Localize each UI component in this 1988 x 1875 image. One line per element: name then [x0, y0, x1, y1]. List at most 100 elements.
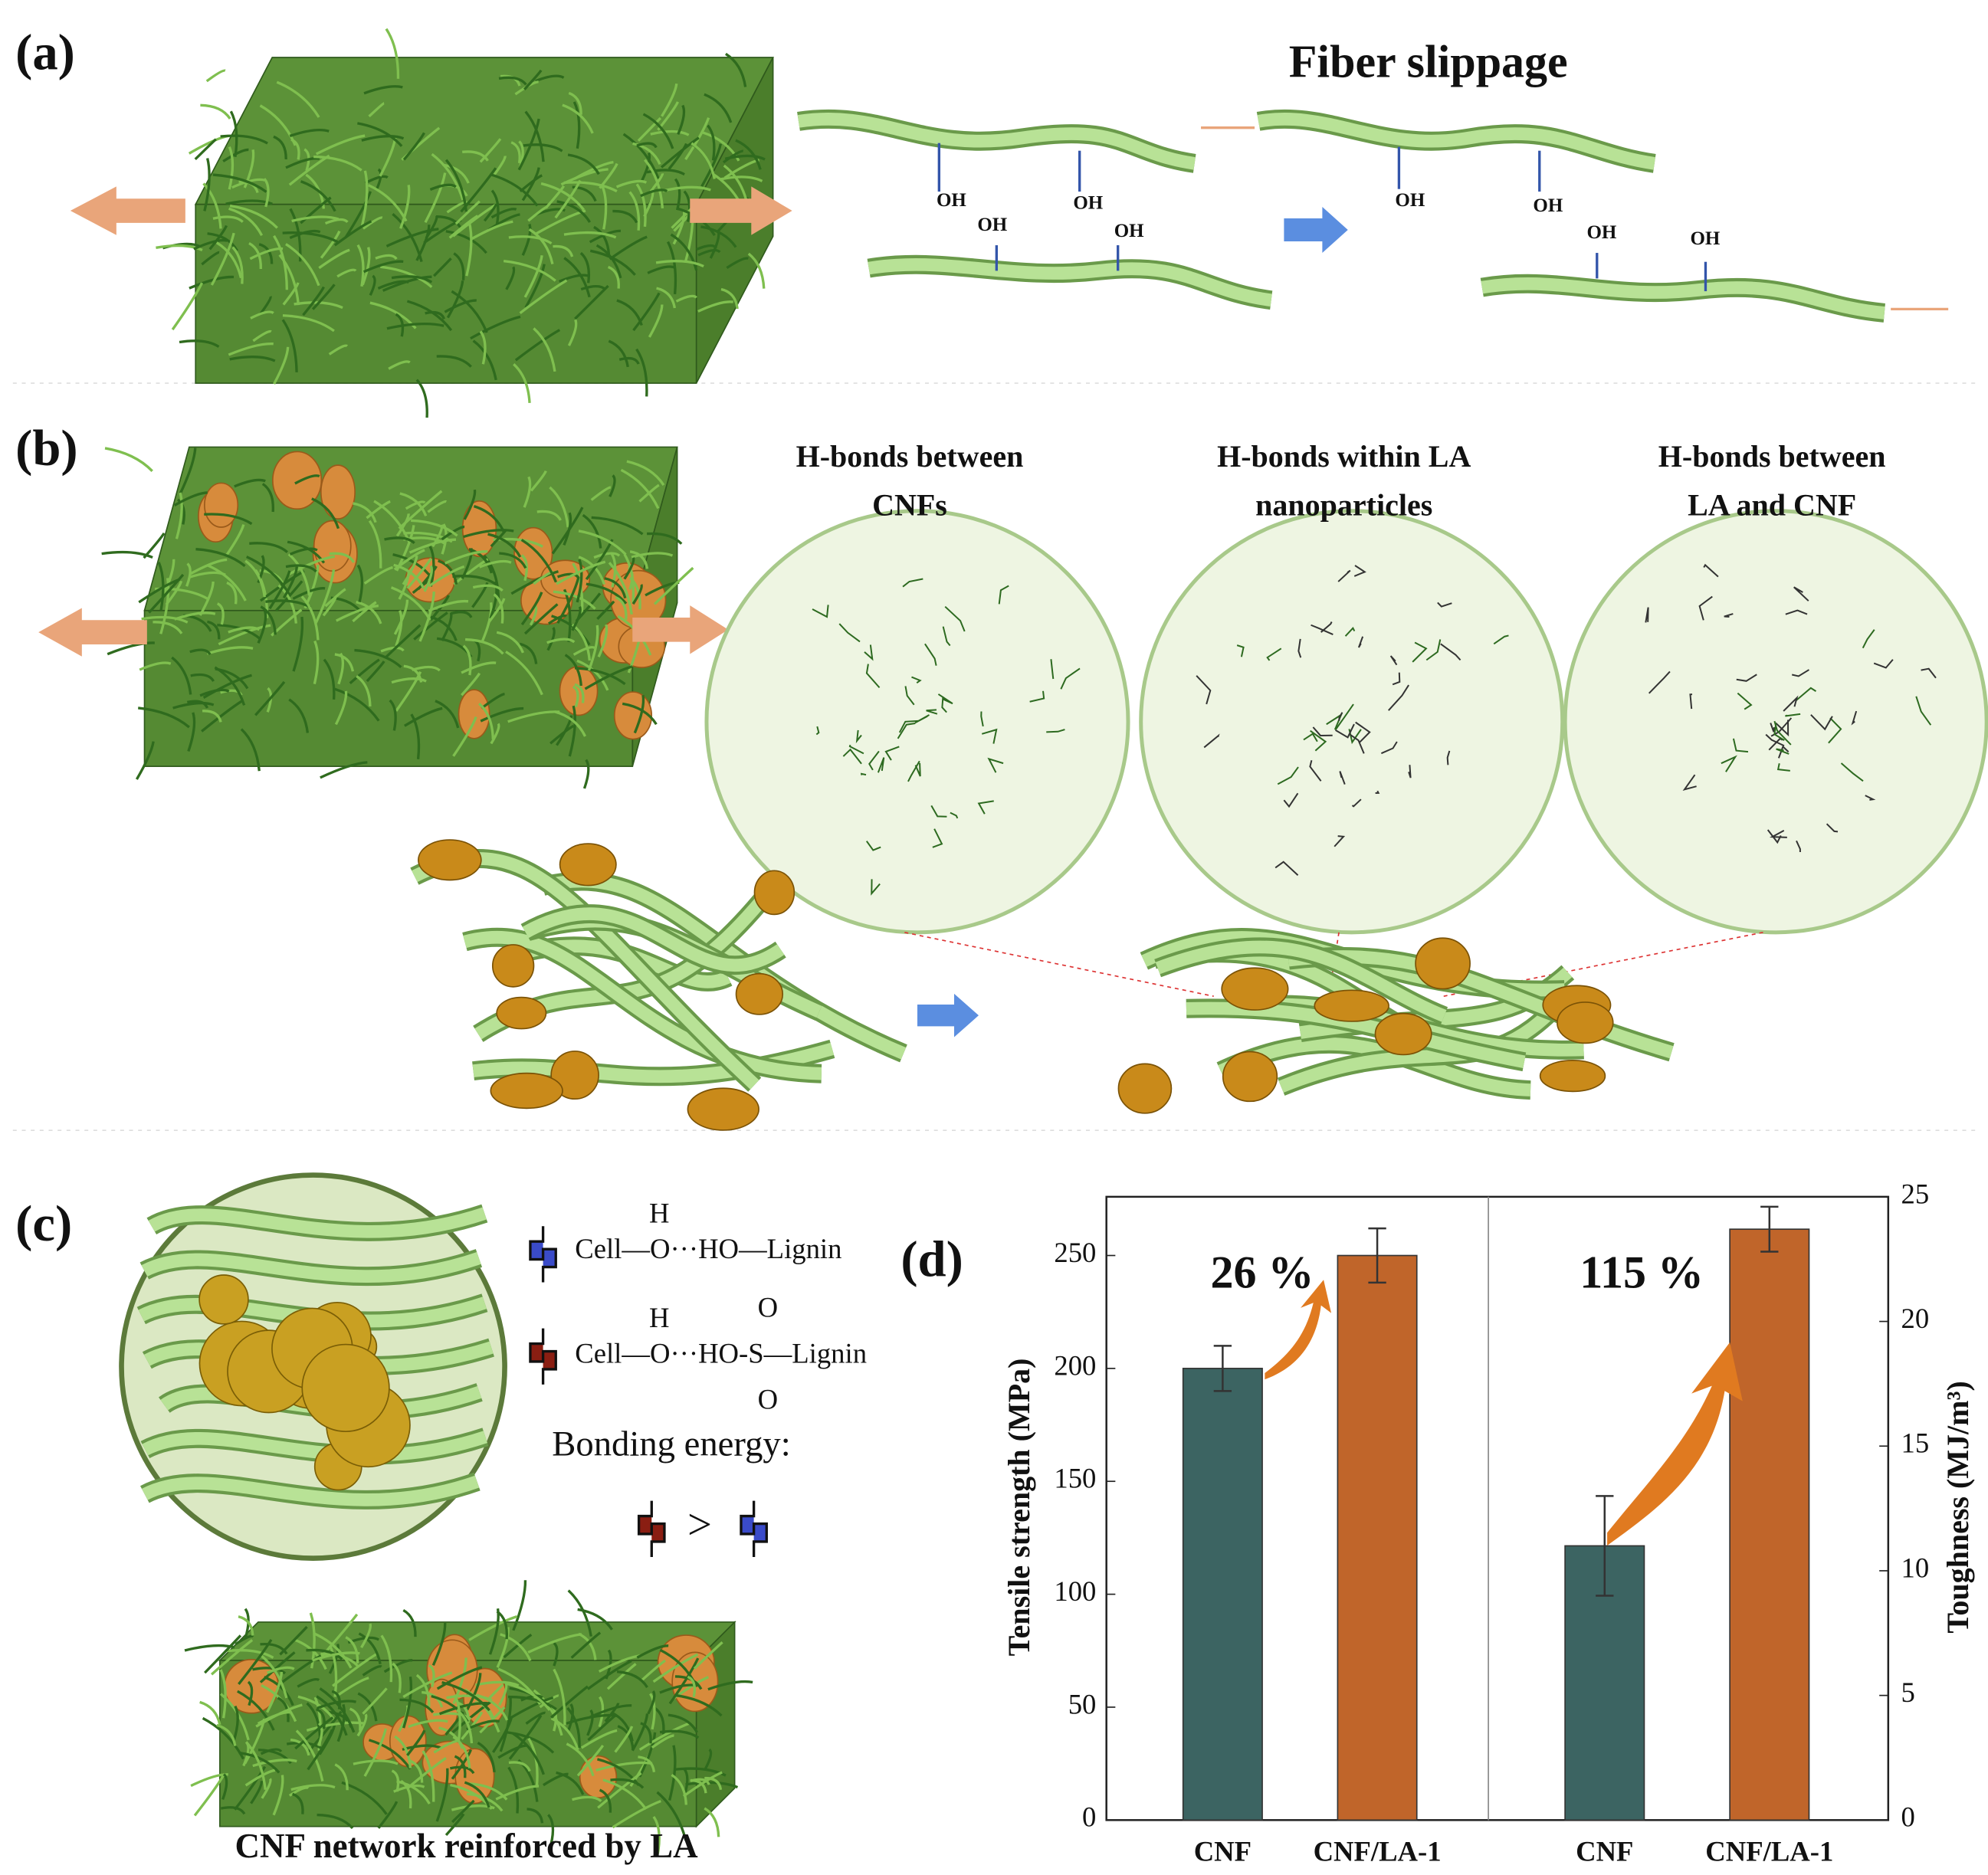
fiber	[331, 1690, 341, 1709]
fiber	[393, 599, 409, 635]
fiber	[527, 1808, 544, 1824]
fiber	[614, 1726, 634, 1753]
fiber	[435, 700, 460, 729]
fiber	[261, 1778, 272, 1799]
fiber	[243, 149, 255, 188]
bond-atom: O	[758, 1384, 778, 1415]
fiber	[524, 264, 546, 309]
fiber	[336, 1677, 369, 1697]
fiber	[403, 664, 423, 683]
fiber	[173, 491, 208, 506]
fiber	[362, 260, 404, 274]
fiber	[302, 286, 325, 316]
fiber	[176, 498, 185, 525]
structure	[1337, 569, 1351, 582]
structure	[898, 720, 919, 733]
fiber	[238, 1639, 273, 1685]
fiber	[231, 246, 244, 284]
fiber	[356, 601, 382, 624]
fiber	[508, 1761, 531, 1772]
fiber	[640, 1659, 666, 1682]
panel-label: (d)	[901, 1232, 963, 1288]
fiber	[704, 93, 733, 123]
fiber	[616, 1670, 648, 1689]
bar	[1337, 1254, 1418, 1821]
oh: OH	[1690, 228, 1720, 249]
fiber	[477, 1741, 496, 1773]
structure	[1783, 695, 1799, 712]
fiber	[647, 1690, 656, 1715]
fiber	[500, 1633, 532, 1661]
x-tick-label: CNF	[1194, 1836, 1252, 1867]
fiber	[498, 1681, 508, 1706]
fiber	[436, 1666, 483, 1690]
fiber	[571, 606, 582, 631]
bond-atom: H	[649, 1302, 669, 1333]
fiber	[600, 183, 608, 230]
arrow	[1284, 207, 1348, 254]
structure	[930, 805, 947, 818]
fiber	[353, 1759, 399, 1765]
fiber	[635, 348, 648, 397]
particle	[458, 689, 490, 739]
fiber	[292, 587, 326, 600]
fiber	[252, 1759, 297, 1768]
fiber	[446, 280, 464, 319]
fiber	[671, 1773, 687, 1805]
oh: OH	[1533, 195, 1563, 216]
fiber	[672, 211, 686, 245]
fiber	[438, 559, 458, 585]
fiber	[375, 254, 398, 261]
fiber	[204, 1634, 242, 1674]
fiber	[549, 486, 569, 528]
heading: H-bonds within LA	[1217, 439, 1471, 474]
bonding-energy: Bonding energy:	[552, 1424, 790, 1464]
fiber	[453, 252, 465, 280]
fiber	[668, 1713, 698, 1733]
fiber	[550, 1716, 579, 1751]
fiber	[390, 586, 431, 621]
fiber	[229, 356, 276, 362]
fiber	[402, 1671, 453, 1698]
fiber	[438, 1726, 464, 1749]
fiber	[315, 1707, 326, 1729]
structure	[1312, 726, 1333, 736]
structure	[1873, 659, 1894, 669]
fiber	[709, 229, 720, 259]
y-tick-label: 50	[1068, 1688, 1097, 1719]
bar	[1729, 1228, 1810, 1821]
fiber	[670, 233, 698, 271]
fiber	[520, 554, 528, 582]
fiber	[480, 706, 524, 723]
fiber	[615, 179, 648, 188]
box-front	[143, 609, 634, 767]
fiber	[589, 1704, 632, 1719]
y2-axis-label: Toughness (MJ/m³)	[1940, 1381, 1975, 1633]
tube	[142, 1431, 488, 1462]
fiber	[334, 1763, 349, 1791]
fiber	[470, 220, 513, 241]
y-tick-label: 150	[1054, 1463, 1096, 1494]
fiber	[199, 1700, 221, 1726]
fiber	[462, 644, 472, 676]
panel-label: (a)	[15, 25, 75, 80]
fiber	[285, 564, 317, 573]
fiber	[431, 152, 464, 201]
fiber	[644, 159, 664, 209]
structure	[1785, 713, 1801, 717]
fiber	[428, 599, 469, 612]
fiber	[193, 239, 228, 251]
particle	[579, 1755, 618, 1799]
fiber	[496, 1610, 509, 1640]
fiber	[465, 638, 504, 655]
fiber	[433, 257, 452, 277]
arrow	[917, 993, 979, 1037]
fiber	[324, 218, 349, 225]
fiber	[399, 185, 411, 229]
fiber	[648, 304, 664, 338]
arrow	[70, 186, 185, 235]
fiber	[720, 287, 739, 310]
fiber	[546, 627, 556, 651]
fiber	[300, 595, 320, 641]
fiber	[505, 1682, 551, 1711]
